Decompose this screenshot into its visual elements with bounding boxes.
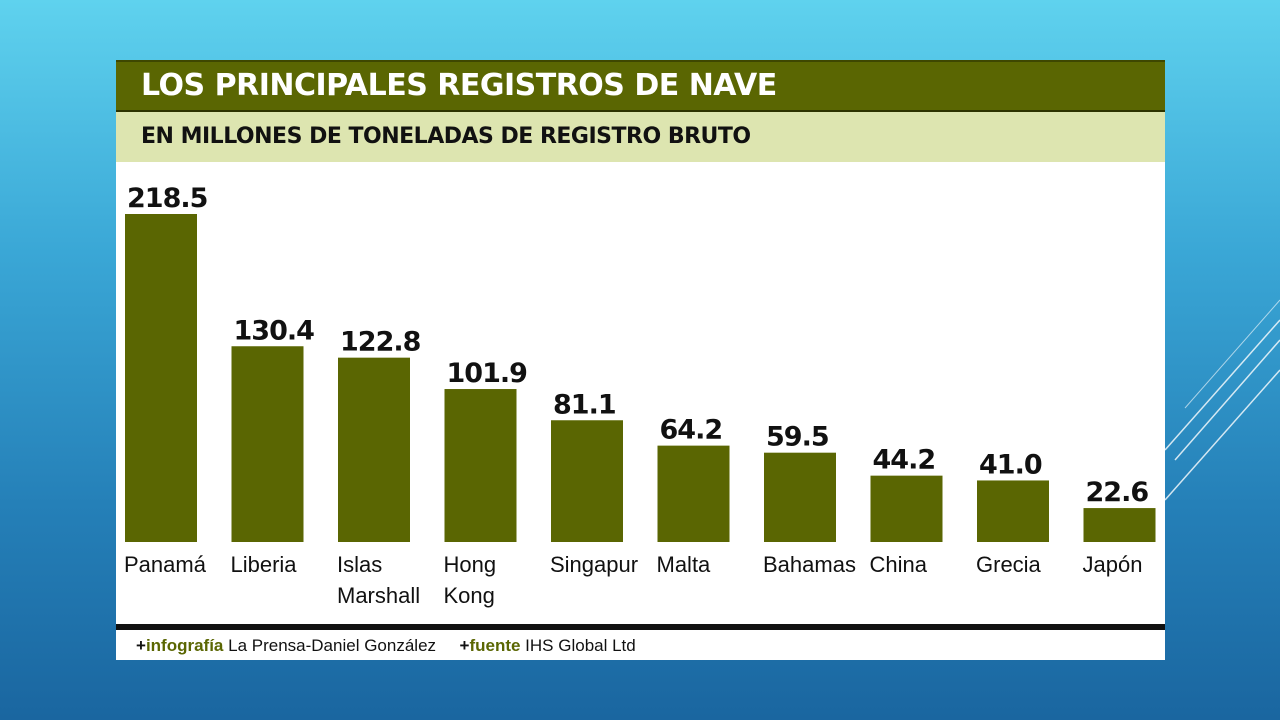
footer-infografia-label: infografía — [145, 636, 224, 655]
bar-0 — [125, 214, 197, 542]
value-label-1: 130.4 — [234, 315, 315, 346]
value-label-0: 218.5 — [127, 183, 207, 214]
footer-plus-1: + — [136, 636, 146, 655]
value-label-6: 59.5 — [766, 422, 829, 453]
footer-source: IHS Global Ltd — [525, 636, 636, 655]
credits-footer: +infografía La Prensa-Daniel González +f… — [136, 636, 636, 656]
value-label-5: 64.2 — [660, 415, 723, 446]
category-label-6: Bahamas — [763, 552, 856, 577]
bar-6 — [764, 452, 836, 542]
bar-9 — [1083, 508, 1156, 542]
bar-2 — [338, 357, 410, 542]
chart-title: LOS PRINCIPALES REGISTROS DE NAVE — [141, 68, 777, 103]
value-label-7: 44.2 — [873, 445, 936, 476]
category-label-5: Malta — [657, 552, 712, 577]
category-label-9: Japón — [1083, 552, 1143, 577]
value-label-3: 101.9 — [447, 358, 528, 389]
footer-divider — [116, 624, 1165, 630]
category-label-8: Grecia — [976, 552, 1042, 577]
value-label-8: 41.0 — [979, 449, 1042, 480]
footer-fuente-label: fuente — [469, 636, 521, 655]
bar-7 — [870, 475, 943, 542]
bar-8 — [977, 480, 1049, 542]
subtitle-bar: EN MILLONES DE TONELADAS DE REGISTRO BRU… — [116, 112, 1165, 162]
title-bar: LOS PRINCIPALES REGISTROS DE NAVE — [116, 60, 1165, 112]
bar-5 — [657, 445, 730, 542]
category-label-0: Panamá — [124, 552, 207, 577]
value-label-2: 122.8 — [340, 327, 421, 358]
bar-3 — [444, 389, 517, 542]
bar-chart: 218.5 Panamá 130.4 Liberia 122.8 Islas Marshal… — [124, 183, 1156, 608]
category-label-3: Hong Kong — [444, 552, 497, 608]
category-label-4: Singapur — [550, 552, 638, 577]
category-label-2: Islas Marshall — [337, 552, 420, 608]
footer-plus-2: + — [459, 636, 470, 655]
chart-subtitle: EN MILLONES DE TONELADAS DE REGISTRO BRU… — [141, 124, 751, 149]
category-label-1: Liberia — [231, 552, 298, 577]
footer-author: La Prensa-Daniel González — [228, 636, 437, 655]
value-label-9: 22.6 — [1086, 477, 1149, 508]
bar-1 — [231, 346, 304, 542]
category-label-7: China — [870, 552, 928, 577]
infographic-card: LOS PRINCIPALES REGISTROS DE NAVE EN MIL… — [116, 60, 1165, 660]
value-label-4: 81.1 — [553, 389, 616, 420]
bar-4 — [551, 420, 623, 542]
